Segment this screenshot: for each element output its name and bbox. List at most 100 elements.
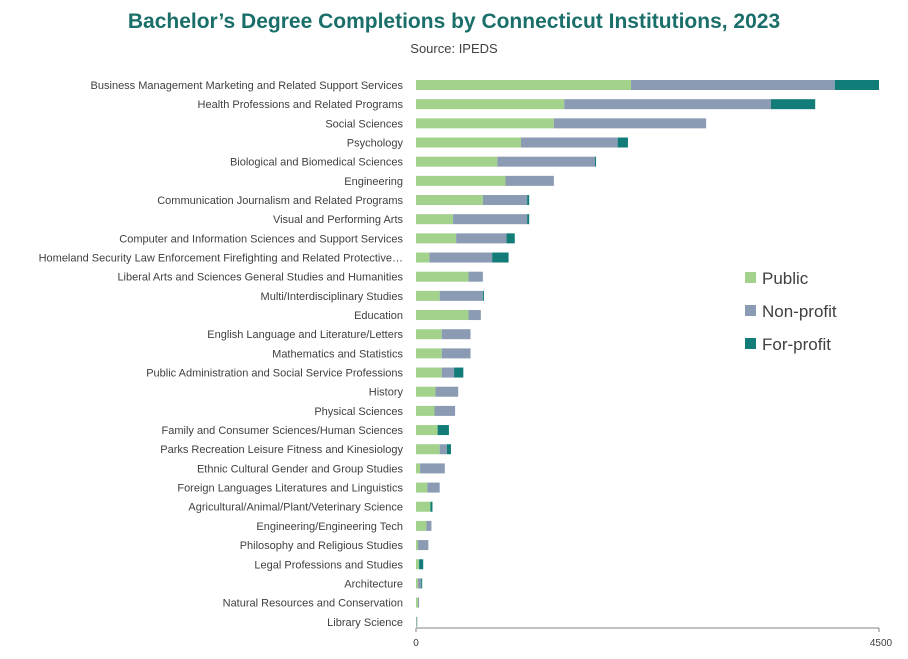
category-label: Liberal Arts and Sciences General Studie…: [117, 272, 403, 284]
bar-public-25: [416, 559, 420, 570]
category-label: Philosophy and Religious Studies: [240, 540, 404, 552]
bar-public-13: [416, 329, 442, 340]
bar-for-profit-25: [419, 559, 424, 570]
bar-public-23: [416, 520, 427, 531]
category-label: Business Management Marketing and Relate…: [91, 80, 404, 92]
bar-public-8: [416, 233, 457, 244]
category-label: Family and Consumer Sciences/Human Scien…: [162, 425, 404, 437]
bar-public-27: [416, 597, 419, 608]
legend-swatch-public: [745, 272, 756, 283]
bar-for-profit-6: [527, 195, 530, 206]
legend-label-non-profit: Non-profit: [762, 302, 837, 321]
bar-public-7: [416, 214, 454, 225]
legend-swatch-for-profit: [745, 338, 756, 349]
bar-public-11: [416, 290, 440, 301]
x-tick-label: 4500: [870, 638, 893, 649]
bar-for-profit-9: [492, 252, 509, 263]
category-label: Parks Recreation Leisure Fitness and Kin…: [160, 444, 403, 456]
bar-public-26: [416, 578, 419, 589]
category-label: Computer and Information Sciences and Su…: [119, 233, 403, 245]
category-label: Mathematics and Statistics: [272, 348, 403, 360]
bar-non-profit-5: [505, 175, 554, 186]
bar-non-profit-19: [439, 444, 447, 455]
bar-non-profit-4: [497, 156, 596, 167]
bar-non-profit-6: [482, 195, 528, 206]
legend-swatch-non-profit: [745, 305, 756, 316]
bar-for-profit-1: [770, 99, 816, 110]
bar-public-16: [416, 386, 436, 397]
bar-non-profit-21: [427, 482, 440, 493]
bar-for-profit-4: [595, 156, 597, 167]
bar-public-12: [416, 310, 469, 321]
category-label: English Language and Literature/Letters: [207, 329, 403, 341]
bar-for-profit-26: [421, 578, 423, 589]
category-label: Psychology: [347, 138, 404, 150]
category-label: Communication Journalism and Related Pro…: [157, 195, 403, 207]
bar-for-profit-18: [437, 425, 449, 436]
bar-non-profit-27: [418, 597, 420, 608]
category-label: Biological and Biomedical Sciences: [230, 157, 404, 169]
category-label: Natural Resources and Conservation: [223, 598, 403, 610]
bar-non-profit-24: [418, 540, 429, 551]
bar-non-profit-17: [434, 405, 456, 416]
category-label: Architecture: [344, 578, 403, 590]
bar-for-profit-15: [454, 367, 464, 378]
bar-public-17: [416, 405, 435, 416]
category-label: Multi/Interdisciplinary Studies: [261, 291, 404, 303]
bar-non-profit-14: [441, 348, 471, 359]
category-label: Engineering/Engineering Tech: [256, 521, 403, 533]
category-label: Legal Professions and Studies: [254, 559, 403, 571]
bar-public-4: [416, 156, 498, 167]
bar-non-profit-7: [453, 214, 528, 225]
bar-for-profit-11: [482, 290, 484, 301]
bar-for-profit-7: [527, 214, 530, 225]
bar-non-profit-9: [429, 252, 493, 263]
bar-non-profit-11: [439, 290, 483, 301]
category-label: Visual and Performing Arts: [273, 214, 404, 226]
bar-for-profit-8: [506, 233, 515, 244]
bar-non-profit-23: [426, 520, 432, 531]
bar-public-1: [416, 99, 565, 110]
category-label: Ethnic Cultural Gender and Group Studies: [197, 463, 404, 475]
bar-non-profit-28: [416, 616, 418, 627]
bar-public-6: [416, 195, 483, 206]
bar-non-profit-2: [553, 118, 707, 129]
chart-subtitle: Source: IPEDS: [410, 41, 498, 56]
legend-label-public: Public: [762, 269, 809, 288]
bar-non-profit-26: [418, 578, 422, 589]
bar-non-profit-1: [564, 99, 771, 110]
bar-non-profit-8: [456, 233, 507, 244]
bar-public-22: [416, 501, 431, 512]
bar-for-profit-0: [834, 80, 879, 90]
category-label: Engineering: [344, 176, 403, 188]
category-label: Public Administration and Social Service…: [146, 368, 403, 380]
bar-non-profit-15: [441, 367, 455, 378]
category-label: Social Sciences: [325, 118, 403, 130]
bar-public-24: [416, 540, 419, 551]
category-label: Homeland Security Law Enforcement Firefi…: [39, 253, 403, 265]
bar-public-19: [416, 444, 440, 455]
bar-for-profit-19: [446, 444, 451, 455]
bar-non-profit-16: [435, 386, 459, 397]
bar-public-14: [416, 348, 442, 359]
bar-non-profit-20: [420, 463, 445, 474]
bar-public-10: [416, 271, 469, 282]
bar-public-3: [416, 137, 521, 148]
category-label: Library Science: [327, 617, 403, 629]
bar-non-profit-3: [520, 137, 618, 148]
category-label: History: [369, 387, 404, 399]
bar-non-profit-0: [631, 80, 835, 90]
bar-non-profit-10: [468, 271, 483, 282]
bar-public-5: [416, 175, 506, 186]
category-label: Education: [354, 310, 403, 322]
legend-label-for-profit: For-profit: [762, 335, 831, 354]
bar-non-profit-12: [468, 310, 481, 321]
bar-public-18: [416, 425, 438, 436]
category-label: Agricultural/Animal/Plant/Veterinary Sci…: [188, 502, 403, 514]
bar-non-profit-13: [441, 329, 471, 340]
category-label: Physical Sciences: [314, 406, 403, 418]
bar-public-2: [416, 118, 554, 129]
bar-for-profit-3: [617, 137, 628, 148]
bar-public-21: [416, 482, 428, 493]
